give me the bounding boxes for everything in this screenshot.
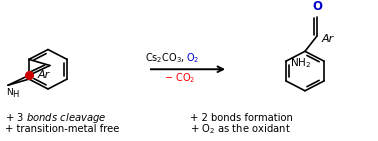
Text: + $\bf\it{3\ bonds\ cleavage}$: + $\bf\it{3\ bonds\ cleavage}$ <box>5 111 107 125</box>
Text: $-$ CO$_2$: $-$ CO$_2$ <box>164 71 196 85</box>
Text: + O$_2$ as the oxidant: + O$_2$ as the oxidant <box>190 122 291 136</box>
Text: NH$_2$: NH$_2$ <box>290 56 311 70</box>
Text: H: H <box>12 90 18 99</box>
Text: N: N <box>6 88 12 97</box>
Text: Ar: Ar <box>38 70 50 80</box>
Text: Cs$_2$CO$_3$,: Cs$_2$CO$_3$, <box>145 52 186 65</box>
Text: + transition-metal free: + transition-metal free <box>5 124 119 134</box>
Text: + 2 bonds formation: + 2 bonds formation <box>190 113 293 123</box>
Text: O$_2$: O$_2$ <box>186 52 199 65</box>
Text: O: O <box>312 0 322 13</box>
Text: Ar: Ar <box>322 34 334 44</box>
